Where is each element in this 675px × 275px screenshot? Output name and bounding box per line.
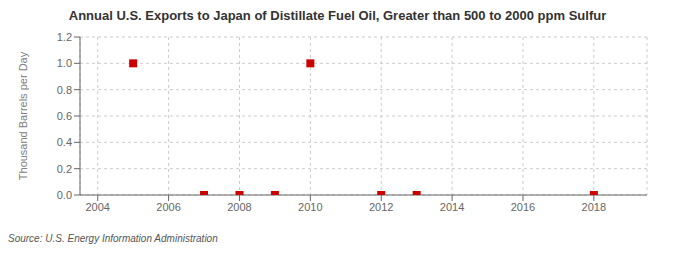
svg-text:0.8: 0.8 [57,84,72,96]
svg-text:2004: 2004 [85,201,109,213]
svg-text:2006: 2006 [156,201,180,213]
svg-text:1.0: 1.0 [57,57,72,69]
svg-text:2010: 2010 [298,201,322,213]
svg-text:2008: 2008 [227,201,251,213]
svg-text:Thousand Barrels per Day: Thousand Barrels per Day [17,51,29,180]
svg-text:1.2: 1.2 [57,31,72,43]
svg-text:2018: 2018 [582,201,606,213]
html-text:Source: U.S. Energy Informatio: Source: U.S. Energy Information Administ… [8,233,218,244]
svg-text:0.6: 0.6 [57,110,72,122]
svg-text:0.4: 0.4 [57,136,72,148]
svg-text:2012: 2012 [369,201,393,213]
svg-text:0.2: 0.2 [57,163,72,175]
svg-text:0.0: 0.0 [57,189,72,201]
html-text:Annual U.S. Exports to Japan o: Annual U.S. Exports to Japan of Distilla… [68,8,607,23]
svg-text:2014: 2014 [440,201,464,213]
svg-text:2016: 2016 [511,201,535,213]
